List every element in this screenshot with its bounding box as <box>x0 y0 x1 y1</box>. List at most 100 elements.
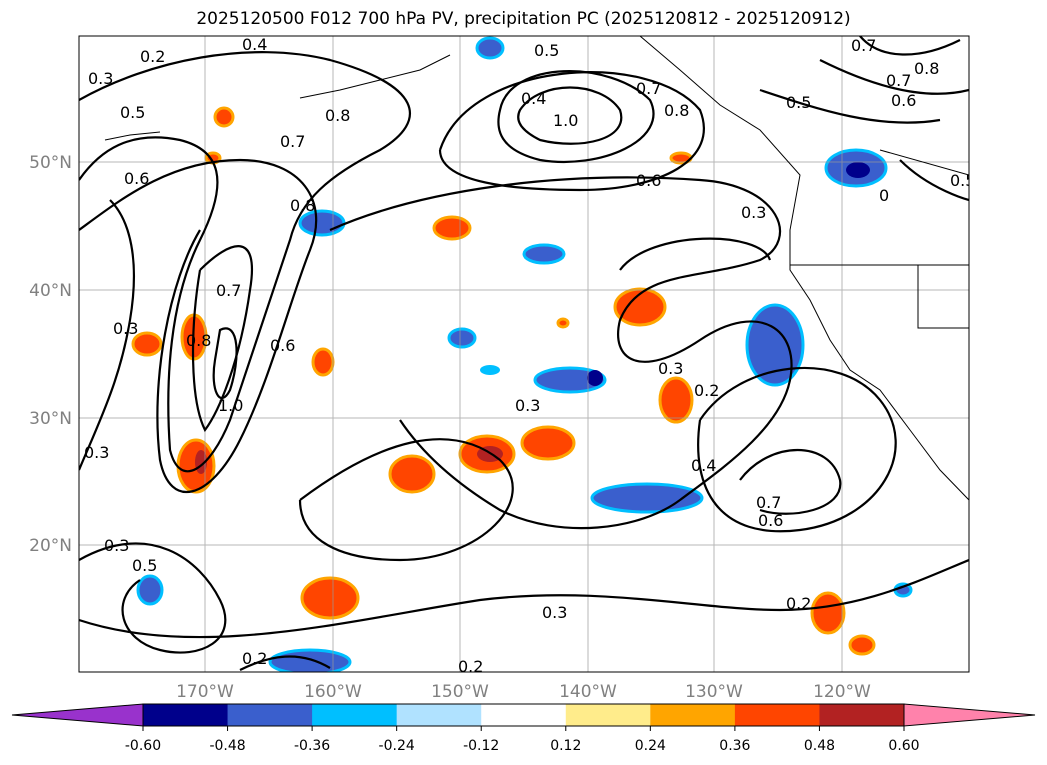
colorbar-tick-label: -0.12 <box>463 738 499 754</box>
precip-blob <box>520 425 576 461</box>
contour-label: 0.5 <box>786 93 811 112</box>
contour-label: 0.8 <box>290 196 315 215</box>
precip-blob <box>432 215 472 241</box>
precip-blob <box>136 574 164 606</box>
coastlines <box>104 36 969 501</box>
colorbar-swatch <box>396 704 482 726</box>
colorbar-swatch <box>650 704 736 726</box>
colorbar-tick-label: 0.36 <box>719 738 750 754</box>
contour-label: 0.7 <box>886 71 911 90</box>
contour-label: 0.2 <box>786 594 811 613</box>
precip-blob <box>300 576 360 620</box>
contour-label: 0.5 <box>950 171 975 190</box>
precip-blob <box>745 303 805 387</box>
colorbar-extend-min <box>11 703 144 727</box>
colorbar-tick-label: 0.60 <box>888 738 919 754</box>
contour-labels: 0.2 0.4 0.3 0.5 0.8 0.7 0.6 0.8 0.7 0.3 … <box>84 35 975 676</box>
colorbar-swatch <box>312 704 398 726</box>
precip-blob <box>447 327 477 349</box>
pv-contours <box>79 36 969 671</box>
precip-negative <box>136 36 913 672</box>
contour-label: 0 <box>879 186 889 205</box>
contour-label: 0.3 <box>113 319 138 338</box>
contour-label: 0.6 <box>124 169 149 188</box>
lat-tick: 40°N <box>29 281 72 301</box>
contour-label: 0.4 <box>691 456 716 475</box>
contour-label: 0.2 <box>242 649 267 668</box>
colorbar-swatch <box>819 704 905 726</box>
precip-blob <box>556 317 570 329</box>
contour-label: 1.0 <box>218 396 243 415</box>
contour-label: 0.8 <box>325 106 350 125</box>
contour-label: 0.8 <box>664 101 689 120</box>
contour-label: 0.7 <box>636 79 661 98</box>
colorbar-tick-label: -0.24 <box>379 738 415 754</box>
contour-label: 0.3 <box>542 603 567 622</box>
colorbar-swatch <box>565 704 651 726</box>
lon-tick: 140°W <box>559 682 617 702</box>
contour-label: 0.2 <box>458 657 483 676</box>
precip-blob <box>522 243 566 265</box>
contour-label: 0.5 <box>120 103 145 122</box>
lon-tick: 130°W <box>685 682 743 702</box>
contour-label: 0.5 <box>132 556 157 575</box>
precip-blob <box>810 591 846 635</box>
lat-tick: 30°N <box>29 409 72 429</box>
gridlines <box>79 36 969 672</box>
precip-blob <box>213 106 235 128</box>
precip-blob <box>311 347 335 377</box>
contour-label: 0.7 <box>216 281 241 300</box>
contour-label: 0.7 <box>756 493 781 512</box>
colorbar: -0.60 -0.48 -0.36 -0.24 -0.12 0.12 0.24 0.36 0.4… <box>11 703 1036 754</box>
plot-title: 2025120500 F012 700 hPa PV, precipitatio… <box>196 9 851 29</box>
contour-label: 0.3 <box>515 396 540 415</box>
colorbar-tick-label: -0.36 <box>294 738 330 754</box>
colorbar-swatch <box>143 704 229 726</box>
lon-ticks: 170°W 160°W 150°W 140°W 130°W 120°W <box>176 682 871 702</box>
map-frame <box>78 35 970 673</box>
contour-label: 0.3 <box>88 69 113 88</box>
contour-label: 0.8 <box>914 59 939 78</box>
contour-label: 0.6 <box>891 91 916 110</box>
precip-blob <box>848 634 876 656</box>
colorbar-tick-label: 0.48 <box>804 738 835 754</box>
contour-label: 0.6 <box>270 336 295 355</box>
lat-ticks: 50°N 40°N 30°N 20°N <box>29 153 72 556</box>
colorbar-tick-label: 0.24 <box>635 738 666 754</box>
contour-label: 0.7 <box>280 132 305 151</box>
contour-label: 0.2 <box>694 381 719 400</box>
lat-tick: 20°N <box>29 536 72 556</box>
lon-tick: 120°W <box>813 682 871 702</box>
precip-blob <box>268 648 352 672</box>
contour-label: 0.6 <box>636 171 661 190</box>
precip-blob <box>475 36 505 60</box>
precip-blob <box>590 482 704 514</box>
contour-label: 0.5 <box>534 41 559 60</box>
contour-label: 0.8 <box>186 331 211 350</box>
precip-blob <box>388 454 436 494</box>
lat-tick: 50°N <box>29 153 72 173</box>
precip-blob <box>658 376 694 424</box>
colorbar-swatch <box>227 704 313 726</box>
contour-label: 0.3 <box>84 443 109 462</box>
colorbar-extend-max <box>903 703 1036 727</box>
colorbar-tick-label: 0.12 <box>550 738 581 754</box>
precip-blob <box>613 287 667 327</box>
lon-tick: 150°W <box>431 682 489 702</box>
contour-label: 0.6 <box>758 511 783 530</box>
precip-blob <box>587 370 603 386</box>
contour-label: 0.3 <box>741 203 766 222</box>
precip-blob <box>480 365 500 375</box>
colorbar-tick-label: -0.48 <box>209 738 245 754</box>
lon-tick: 160°W <box>304 682 362 702</box>
contour-label: 1.0 <box>553 111 578 130</box>
contour-label: 0.7 <box>851 36 876 55</box>
precip-blob <box>846 162 870 178</box>
precip-blob <box>131 331 163 357</box>
contour-label: 0.3 <box>658 359 683 378</box>
contour-label: 0.4 <box>242 35 267 54</box>
contour-label: 0.4 <box>521 89 546 108</box>
contour-label: 0.2 <box>140 47 165 66</box>
